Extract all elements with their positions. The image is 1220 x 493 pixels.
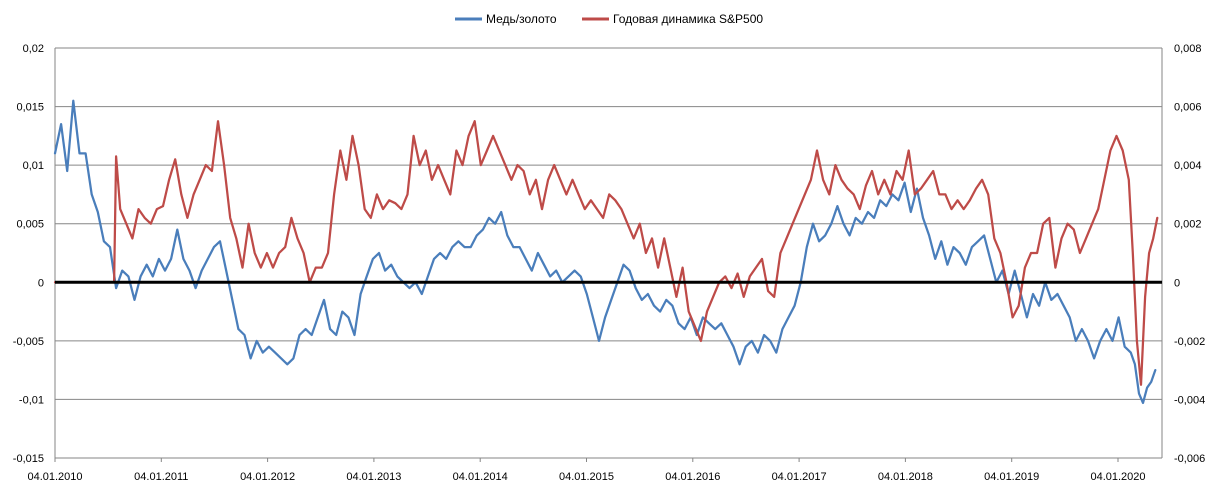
x-tick-label: 04.01.2014 [453,471,508,483]
x-tick-label: 04.01.2018 [878,471,933,483]
x-tick-label: 04.01.2019 [984,471,1039,483]
series-copper-gold [53,99,1157,405]
x-tick-label: 04.01.2010 [27,471,82,483]
y-right-tick-label: 0 [1174,277,1180,289]
y-right-tick-label: -0,004 [1174,394,1205,406]
x-tick-label: 04.01.2020 [1090,471,1145,483]
legend: Медь/золото Годовая динамика S&P500 [455,12,763,26]
y-right-tick-label: 0,004 [1174,160,1202,172]
series-lines [53,99,1162,405]
axes: 0,02 0,008 0,015 0,006 0,01 0,004 0,005 0,002 0 0… [13,43,1205,483]
y-right-tick-label: -0,006 [1174,453,1205,465]
x-tick-label: 04.01.2017 [772,471,827,483]
y-left-tick-label: 0,01 [23,160,44,172]
x-tick-label: 04.01.2016 [665,471,720,483]
y-right-tick-label: 0,006 [1174,102,1202,114]
x-tick-label: 04.01.2011 [134,471,188,483]
y-left-tick-label: -0,01 [19,394,44,406]
series-sp500 [53,120,1159,386]
legend-label: Медь/золото [486,12,557,26]
gridlines [55,47,1162,459]
x-tick-label: 04.01.2015 [559,471,614,483]
legend-label: Годовая динамика S&P500 [613,12,763,26]
y-left-tick-label: -0,005 [13,336,44,348]
y-left-tick-label: 0,02 [23,43,44,55]
x-tick-label: 04.01.2013 [346,471,401,483]
y-left-tick-label: 0,015 [16,102,44,114]
y-left-tick-label: 0,005 [16,219,44,231]
y-left-tick-label: -0,015 [13,453,44,465]
series-line [53,120,1159,386]
y-right-tick-label: 0,008 [1174,43,1202,55]
y-right-tick-label: 0,002 [1174,219,1202,231]
y-right-tick-label: -0,002 [1174,336,1205,348]
legend-item: Медь/золото [455,12,557,26]
x-tick-label: 04.01.2012 [240,471,295,483]
series-line [53,99,1157,405]
y-left-tick-label: 0 [38,277,44,289]
legend-item: Годовая динамика S&P500 [582,12,763,26]
